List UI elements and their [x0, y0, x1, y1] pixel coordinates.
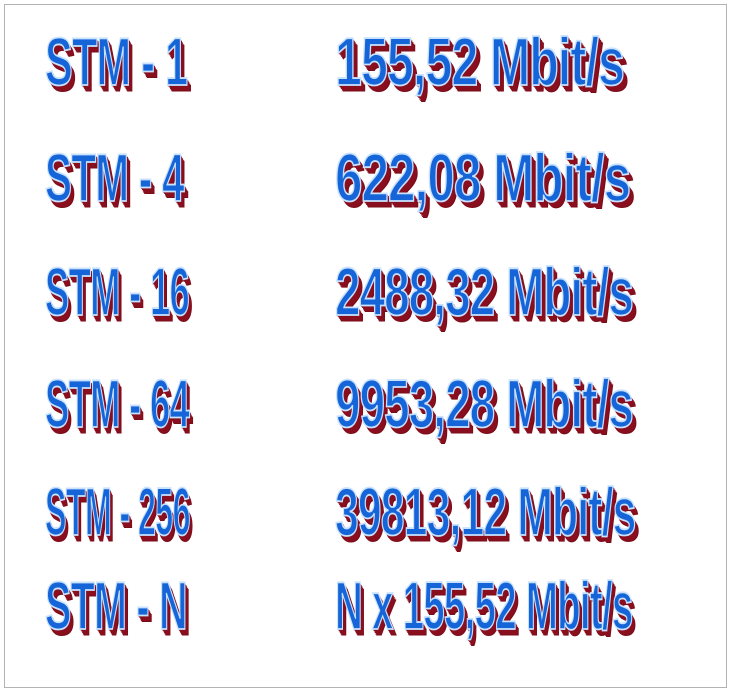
stm-rate-value: 39813,12 Mbit/s — [334, 474, 637, 551]
stm-level-cell: STM - 64 — [45, 355, 225, 455]
stm-rate-value: 155,52 Mbit/s — [334, 24, 625, 101]
stm-rate-cell: 622,08 Mbit/s — [334, 129, 695, 229]
stm-row-64: STM - 64 9953,28 Mbit/s — [5, 355, 726, 455]
stm-rate-value: N x 155,52 Mbit/s — [334, 568, 633, 645]
stm-rate-cell: 2488,32 Mbit/s — [334, 243, 695, 343]
stm-level-cell: STM - N — [44, 557, 225, 657]
stm-level-label: STM - 256 — [45, 474, 191, 551]
stm-level-cell: STM - 4 — [44, 129, 225, 229]
stm-row-16: STM - 16 2488,32 Mbit/s — [5, 243, 726, 343]
stm-level-cell: STM - 16 — [45, 243, 225, 343]
stm-rate-cell: 155,52 Mbit/s — [334, 13, 695, 113]
stm-level-label: STM - 64 — [45, 366, 191, 443]
stm-level-label: STM - 16 — [45, 254, 191, 331]
stm-rate-cell: N x 155,52 Mbit/s — [334, 557, 695, 657]
stm-rate-value: 2488,32 Mbit/s — [334, 254, 634, 331]
stm-rate-cell: 9953,28 Mbit/s — [334, 355, 695, 455]
stm-level-label: STM - N — [44, 568, 188, 645]
stm-rate-value: 9953,28 Mbit/s — [334, 366, 634, 443]
stm-row-n: STM - N N x 155,52 Mbit/s — [5, 557, 726, 657]
stm-rate-cell: 39813,12 Mbit/s — [334, 463, 695, 563]
stm-level-label: STM - 1 — [44, 24, 188, 101]
stm-row-256: STM - 256 39813,12 Mbit/s — [5, 463, 726, 563]
stm-level-label: STM - 4 — [44, 140, 185, 217]
stm-row-4: STM - 4 622,08 Mbit/s — [5, 129, 726, 229]
stm-level-cell: STM - 256 — [45, 463, 225, 563]
stm-level-cell: STM - 1 — [44, 13, 225, 113]
slide-frame: STM - 1 155,52 Mbit/s STM - 4 622,08 Mbi… — [4, 4, 727, 688]
stm-row-1: STM - 1 155,52 Mbit/s — [5, 13, 726, 113]
stm-rate-value: 622,08 Mbit/s — [334, 140, 631, 217]
